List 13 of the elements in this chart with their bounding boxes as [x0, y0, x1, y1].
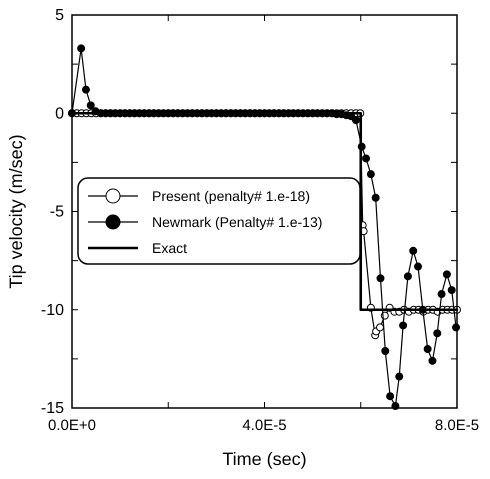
- x-axis-title: Time (sec): [222, 449, 307, 469]
- legend-label: Newmark (Penalty# 1.e-13): [152, 214, 322, 230]
- y-tick-label: 5: [55, 7, 64, 24]
- y-tick-label: -10: [40, 302, 64, 319]
- y-tick-label: 0: [55, 105, 64, 122]
- y-axis-title: Tip velocity (m/sec): [6, 134, 26, 289]
- x-tick-label: 4.0E-5: [242, 417, 287, 434]
- y-tick-label: -15: [40, 400, 64, 417]
- x-tick-label: 8.0E-5: [434, 417, 480, 434]
- legend-label: Present (penalty# 1.e-18): [152, 188, 310, 204]
- y-tick-label: -5: [50, 204, 64, 220]
- x-tick-label: 0.0E+0: [48, 417, 96, 434]
- legend-label: Exact: [152, 240, 188, 256]
